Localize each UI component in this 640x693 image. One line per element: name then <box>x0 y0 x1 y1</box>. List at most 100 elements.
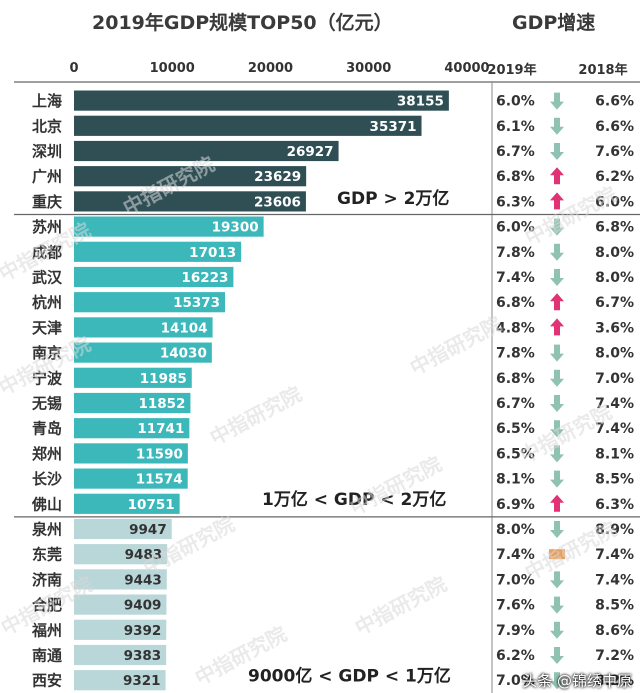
bar-value-label: 9483 <box>125 547 163 563</box>
growth-2018: 8.5% <box>595 472 634 488</box>
growth-2019: 6.8% <box>496 169 535 185</box>
col-2018-header: 2018年 <box>578 62 627 78</box>
growth-2019: 4.8% <box>496 320 535 336</box>
city-label: 杭州 <box>32 294 62 312</box>
city-label: 重庆 <box>32 193 62 211</box>
gdp-bar <box>74 342 212 363</box>
bar-value-label: 38155 <box>397 94 444 110</box>
bar-value-label: 9947 <box>129 522 167 538</box>
growth-2018: 6.6% <box>595 94 634 110</box>
down-arrow-icon <box>550 344 564 362</box>
gdp-bar <box>74 594 167 615</box>
flat-marker <box>549 549 565 560</box>
growth-2019: 6.8% <box>496 295 535 311</box>
growth-2019: 7.0% <box>496 572 535 588</box>
city-label: 上海 <box>32 92 62 110</box>
chart-title: 2019年GDP规模TOP50（亿元） <box>92 12 393 34</box>
growth-2018: 8.6% <box>595 623 634 639</box>
down-arrow-icon <box>550 243 564 261</box>
bar-value-label: 9321 <box>123 673 161 689</box>
gdp-bar <box>74 191 306 212</box>
growth-2019: 6.7% <box>496 396 535 412</box>
down-arrow-icon <box>550 596 564 614</box>
bar-value-label: 10751 <box>128 497 175 513</box>
down-arrow-icon <box>550 672 564 690</box>
x-tick-label: 30000 <box>346 61 391 76</box>
col-2019-header: 2019年 <box>487 62 536 78</box>
growth-2018: 6.6% <box>595 119 634 135</box>
down-arrow-icon <box>550 571 564 589</box>
growth-2019: 7.4% <box>496 270 535 286</box>
bar-value-label: 23606 <box>254 194 301 210</box>
x-tick-label: 10000 <box>150 61 195 76</box>
growth-2018: 7.4% <box>595 547 634 563</box>
city-label: 无锡 <box>31 395 62 413</box>
city-label: 长沙 <box>32 470 62 488</box>
gdp-bar <box>74 468 188 489</box>
tier-label: GDP > 2万亿 <box>337 188 449 209</box>
city-label: 成都 <box>32 243 62 261</box>
city-label: 南通 <box>32 647 62 665</box>
city-label: 南京 <box>32 344 62 362</box>
growth-2019: 6.0% <box>496 220 535 236</box>
growth-2019: 7.8% <box>496 346 535 362</box>
growth-2018: 7.4% <box>595 421 634 437</box>
down-arrow-icon <box>550 92 564 110</box>
city-label: 合肥 <box>31 596 62 614</box>
bar-value-label: 14104 <box>161 320 208 336</box>
growth-2018: 6.2% <box>595 169 634 185</box>
x-tick-label: 20000 <box>248 61 293 76</box>
gdp-bar <box>74 619 167 640</box>
gdp-bar <box>74 569 167 590</box>
growth-2019: 7.4% <box>496 547 535 563</box>
bar-value-label: 15373 <box>173 295 220 311</box>
city-label: 西安 <box>32 672 62 690</box>
bar-value-label: 35371 <box>370 119 417 135</box>
growth-2019: 6.2% <box>496 648 535 664</box>
down-arrow-icon <box>550 369 564 387</box>
growth-2018: 7.2% <box>595 648 634 664</box>
growth-2018: 8.0% <box>595 346 634 362</box>
x-tick-label: 40000 <box>444 61 489 76</box>
bar-value-label: 9392 <box>124 623 162 639</box>
down-arrow-icon <box>550 143 564 160</box>
growth-title: GDP增速 <box>512 12 596 34</box>
city-label: 郑州 <box>32 445 62 463</box>
city-label: 青岛 <box>32 420 62 438</box>
down-arrow-icon <box>550 621 564 639</box>
growth-2019: 8.1% <box>496 472 535 488</box>
growth-2019: 8.0% <box>496 522 535 538</box>
up-arrow-icon <box>550 318 564 336</box>
gdp-bar <box>74 317 213 338</box>
growth-2018: 8.5% <box>595 598 634 614</box>
down-arrow-icon <box>550 117 564 135</box>
growth-2018: 7.4% <box>595 572 634 588</box>
gdp-bar <box>74 670 166 691</box>
growth-2018: 6.7% <box>595 295 634 311</box>
city-label: 深圳 <box>32 143 62 161</box>
bar-value-label: 26927 <box>287 144 334 160</box>
bar-value-label: 11852 <box>138 396 185 412</box>
gdp-bar <box>74 266 234 288</box>
bar-value-label: 16223 <box>181 270 228 286</box>
bar-value-label: 11741 <box>137 421 184 437</box>
gdp-bar <box>74 292 226 313</box>
up-arrow-icon <box>550 167 564 185</box>
down-arrow-icon <box>550 470 564 488</box>
growth-2018: 7.6% <box>595 144 634 160</box>
growth-2019: 6.9% <box>496 497 535 513</box>
city-label: 北京 <box>32 117 62 135</box>
bar-value-label: 23629 <box>254 169 301 185</box>
bar-value-label: 9383 <box>124 648 162 664</box>
bar-value-label: 17013 <box>189 245 236 261</box>
growth-2018: 6.0% <box>595 194 634 210</box>
growth-2018: 8.0% <box>595 270 634 286</box>
bar-value-label: 14030 <box>160 346 207 362</box>
up-arrow-icon <box>550 293 564 311</box>
bar-value-label: 11574 <box>136 472 183 488</box>
gdp-bar <box>74 241 242 262</box>
down-arrow-icon <box>550 218 564 236</box>
down-arrow-icon <box>550 521 564 538</box>
gdp-bar <box>74 90 449 111</box>
